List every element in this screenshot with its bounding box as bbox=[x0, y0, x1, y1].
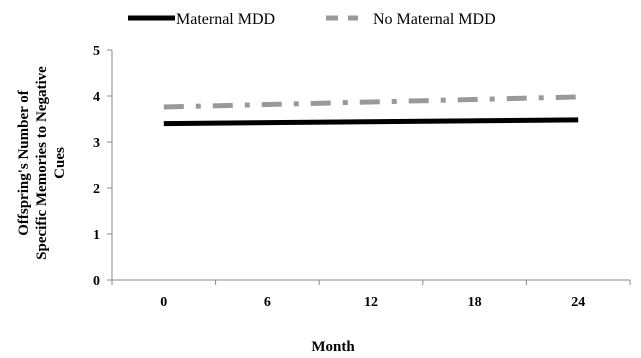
y-tick-label: 5 bbox=[93, 44, 100, 59]
x-tick-label: 6 bbox=[264, 295, 271, 310]
y-axis-title-line-3: Cues bbox=[52, 147, 68, 179]
legend: Maternal MDD No Maternal MDD bbox=[128, 11, 496, 28]
x-axis-title: Month bbox=[311, 339, 355, 355]
series-line-maternal-mdd bbox=[163, 117, 579, 127]
y-tick-label: 3 bbox=[93, 136, 100, 151]
y-tick-label: 1 bbox=[93, 228, 100, 243]
y-tick-label: 2 bbox=[93, 182, 100, 197]
y-axis-title-line-2: Specific Memories to Negative bbox=[34, 66, 50, 260]
y-ticks: 0 1 2 3 4 5 bbox=[93, 44, 112, 289]
y-axis-title-line-1: Offspring's Number of bbox=[16, 89, 32, 236]
x-tick-label: 12 bbox=[364, 295, 378, 310]
legend-label-no-maternal-mdd: No Maternal MDD bbox=[373, 11, 496, 28]
x-tick-label: 18 bbox=[468, 295, 482, 310]
legend-label-maternal-mdd: Maternal MDD bbox=[176, 11, 275, 28]
x-ticks: 0 6 12 18 24 bbox=[111, 280, 631, 310]
y-tick-label: 0 bbox=[93, 274, 100, 289]
y-tick-label: 4 bbox=[93, 90, 100, 105]
series-line-no-maternal-mdd bbox=[163, 94, 579, 110]
x-tick-label: 24 bbox=[571, 295, 585, 310]
series-layer bbox=[163, 94, 579, 127]
x-tick-label: 0 bbox=[160, 295, 167, 310]
y-axis-title: Offspring's Number of Specific Memories … bbox=[16, 66, 68, 260]
